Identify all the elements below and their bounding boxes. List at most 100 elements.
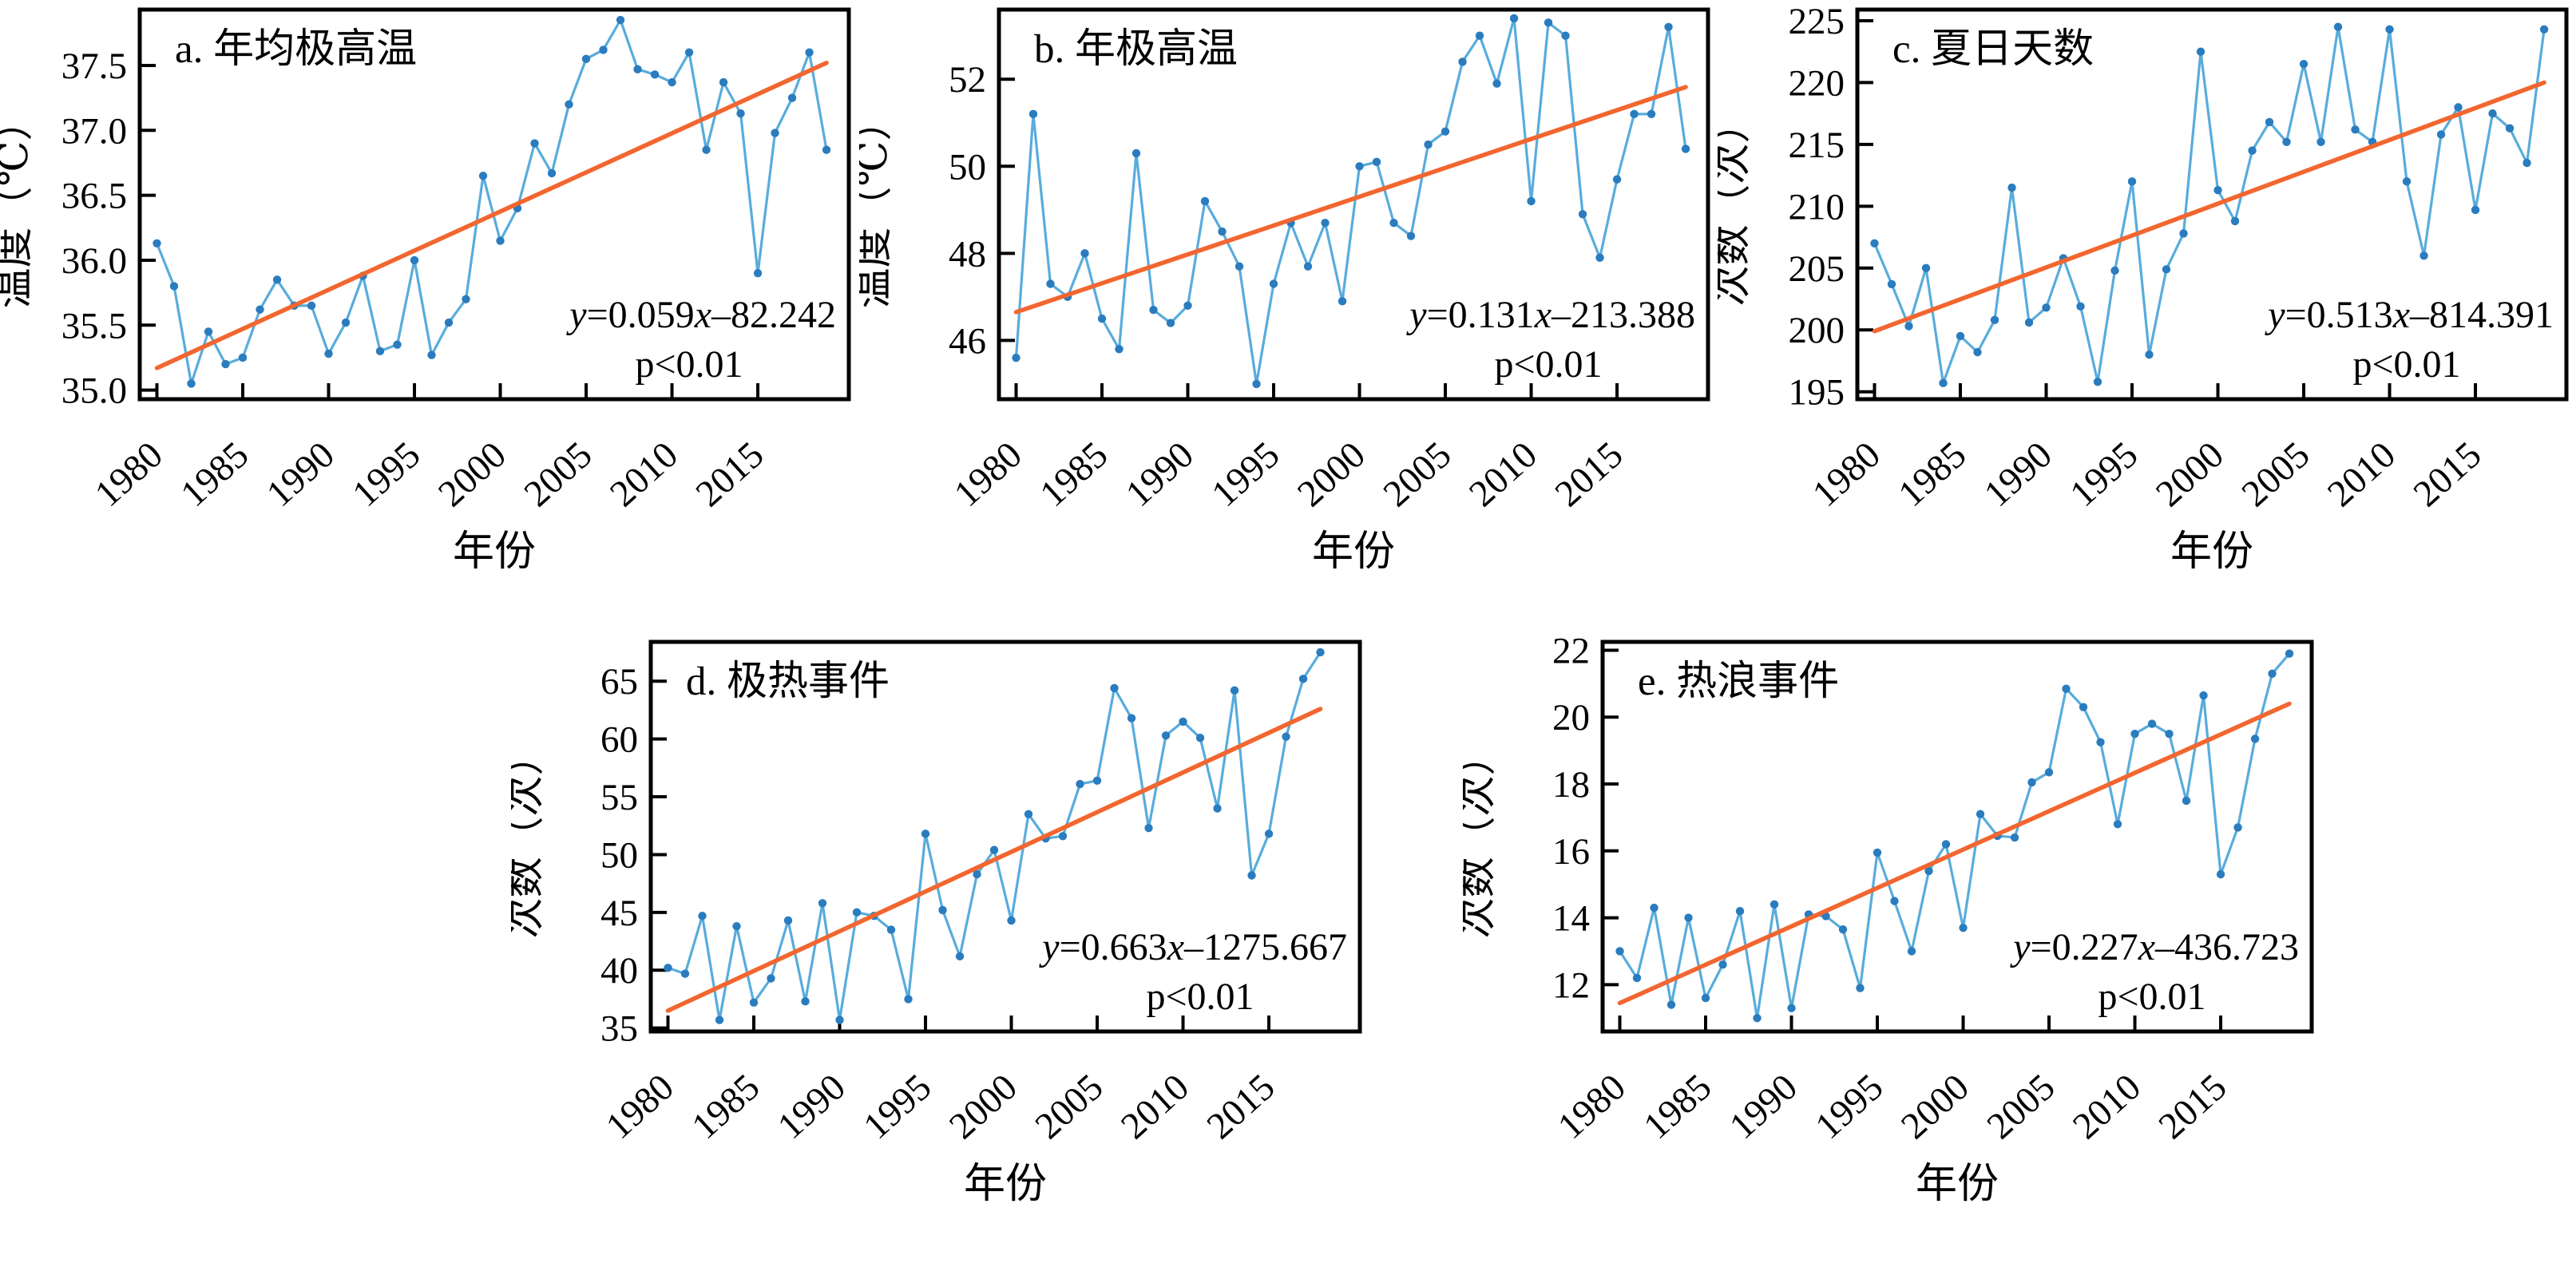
y-tick-label: 220 [1789, 62, 1845, 104]
x-tick-label: 2015 [2406, 434, 2490, 516]
y-tick-label: 36.5 [61, 176, 127, 217]
y-axis-label: 温度（℃） [0, 100, 37, 308]
regression-equation: y=0.663x–1275.667 [1038, 926, 1347, 968]
x-tick-label: 1985 [173, 434, 257, 516]
x-tick-label: 2015 [1548, 434, 1631, 516]
y-tick-label: 37.5 [61, 46, 127, 87]
x-tick-label: 2010 [1461, 434, 1545, 516]
regression-equation: y=0.513x–814.391 [2264, 294, 2554, 336]
x-tick-label: 1980 [1550, 1067, 1634, 1148]
trend-line [665, 707, 1323, 1013]
x-tick-label: 1980 [946, 434, 1030, 516]
panel-title: c. 夏日天数 [1892, 27, 2094, 72]
chart-svg-a: 35.0 35.5 36.0 36.5 37.0 37.5 1980 1985 1990 1995… [0, 7, 851, 575]
axis-ticks [1859, 18, 2478, 398]
x-tick-label: 2015 [1199, 1067, 1283, 1148]
x-tick-label: 2005 [1376, 434, 1460, 516]
chart-panel-summer-days: 195 200 205 210 215 220 225 1980 1985 1990 1995 200… [1710, 0, 2576, 631]
x-axis-label: 年份 [964, 1162, 1047, 1207]
p-value-label: p<0.01 [635, 343, 743, 386]
y-tick-label: 36.0 [61, 240, 127, 282]
x-tick-label: 1990 [259, 434, 343, 516]
y-axis-label: 次数（次） [511, 734, 548, 938]
x-tick-label: 1990 [1722, 1067, 1805, 1148]
y-tick-label: 50 [600, 834, 638, 876]
y-tick-label: 50 [949, 146, 986, 188]
series-markers [153, 15, 831, 388]
x-tick-label: 2000 [1893, 1067, 1977, 1148]
p-value-label: p<0.01 [1494, 343, 1602, 386]
y-tick-label: 14 [1552, 898, 1590, 940]
plot-frame [997, 7, 1710, 402]
chart-panel-extreme-heat-events: 35 40 45 50 55 60 65 1980 1985 1990 1995 2000 2005 20… [503, 632, 1369, 1263]
x-tick-label: 1995 [345, 434, 429, 516]
x-tick-label: 2015 [2151, 1067, 2235, 1148]
p-value-label: p<0.01 [2098, 976, 2205, 1018]
y-tick-label: 48 [949, 233, 986, 275]
series-markers [1012, 14, 1690, 389]
x-axis-label: 年份 [1312, 529, 1395, 575]
x-tick-label: 1995 [1808, 1067, 1892, 1148]
y-tick-label: 200 [1789, 310, 1845, 351]
x-axis-label: 年份 [1916, 1162, 1999, 1207]
x-tick-label: 1985 [1636, 1067, 1720, 1148]
axis-ticks [141, 63, 760, 398]
y-tick-label: 55 [600, 777, 638, 818]
axis-ticks [1001, 77, 1619, 398]
x-tick-label: 2000 [1290, 434, 1373, 516]
series-line [1618, 652, 2291, 1020]
panel-title: a. 年均极高温 [175, 27, 417, 72]
x-tick-label: 1980 [87, 434, 171, 516]
x-tick-label: 1990 [770, 1067, 854, 1148]
regression-equation: y=0.131x–213.388 [1405, 294, 1695, 336]
x-tick-label: 2015 [688, 434, 772, 516]
trend-line [1872, 80, 2546, 334]
plot-frame [648, 639, 1362, 1034]
plot-frame [137, 7, 851, 402]
x-tick-label: 2000 [430, 434, 514, 516]
chart-panel-annual-mean-extreme-high-temperature: 35.0 35.5 36.0 36.5 37.0 37.5 1980 1985 1990 1995… [0, 0, 858, 631]
y-tick-label: 46 [949, 320, 986, 362]
series-markers [1870, 22, 2549, 388]
x-tick-label: 2005 [517, 434, 600, 516]
x-tick-label: 1990 [1976, 434, 2060, 516]
x-tick-label: 1990 [1118, 434, 1202, 516]
trend-line [1617, 701, 2292, 1006]
x-tick-label: 2010 [2065, 1067, 2149, 1148]
x-tick-label: 2005 [2234, 434, 2318, 516]
p-value-label: p<0.01 [1146, 976, 1254, 1018]
y-tick-label: 35.5 [61, 305, 127, 346]
y-tick-label: 18 [1552, 764, 1590, 806]
trend-line [1013, 85, 1688, 315]
x-tick-label: 2005 [1980, 1067, 2063, 1148]
series-line [1873, 26, 2546, 385]
x-tick-label: 1980 [598, 1067, 682, 1148]
plot-frame [1855, 7, 2569, 402]
y-tick-label: 52 [949, 59, 986, 101]
x-tick-label: 2010 [602, 434, 686, 516]
chart-svg-e: 12 14 16 18 20 22 1980 1985 1990 1995 2000 2005 2010… [1455, 630, 2314, 1207]
x-tick-label: 1985 [684, 1067, 768, 1148]
x-tick-label: 1995 [2063, 434, 2146, 516]
y-tick-label: 40 [600, 950, 638, 992]
y-tick-label: 16 [1552, 831, 1590, 873]
x-tick-label: 2005 [1028, 1067, 1112, 1148]
x-tick-label: 1985 [1891, 434, 1975, 516]
x-tick-label: 2010 [1113, 1067, 1197, 1148]
panel-title: b. 年极高温 [1034, 27, 1238, 72]
y-tick-label: 215 [1789, 125, 1845, 166]
x-tick-label: 1995 [1204, 434, 1288, 516]
y-tick-label: 35.0 [61, 370, 127, 412]
x-axis-label: 年份 [2170, 529, 2253, 575]
y-axis-label: 次数（次） [1718, 102, 1754, 306]
y-tick-label: 20 [1552, 697, 1590, 738]
y-tick-label: 225 [1789, 1, 1845, 42]
x-tick-label: 1985 [1032, 434, 1116, 516]
y-axis-label: 次数（次） [1463, 734, 1500, 938]
y-axis-label: 温度（℃） [859, 100, 896, 308]
regression-equation: y=0.059x–82.242 [565, 294, 836, 336]
chart-panel-heat-wave-events: 12 14 16 18 20 22 1980 1985 1990 1995 2000 2005 2010… [1455, 630, 2321, 1263]
